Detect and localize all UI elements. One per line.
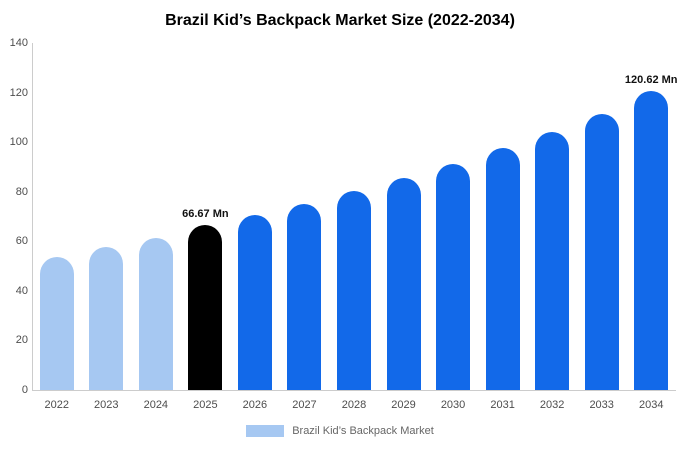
bar-2028 [337, 190, 371, 390]
bar-2023 [89, 247, 124, 390]
x-tick-label: 2024 [143, 399, 169, 411]
bar-2030 [436, 163, 471, 390]
x-tick-label: 2034 [638, 399, 664, 411]
y-tick-label: 0 [21, 384, 28, 396]
x-tick-label: 2028 [341, 399, 367, 411]
x-tick-label: 2033 [589, 399, 614, 411]
x-tick-label: 2032 [539, 399, 565, 411]
bar-2024 [138, 237, 173, 390]
legend-label: Brazil Kid’s Backpack Market [292, 425, 434, 437]
y-tick-label: 120 [9, 86, 28, 99]
bar-value-label: 120.62 Mn [624, 74, 678, 87]
y-tick-label: 80 [15, 185, 28, 198]
bar-value-label: 66.67 Mn [182, 207, 229, 220]
y-tick-label: 60 [15, 235, 28, 248]
y-axis-line [32, 43, 33, 390]
y-tick-label: 100 [9, 136, 28, 149]
x-tick-label: 2025 [193, 399, 218, 411]
chart-title: Brazil Kid’s Backpack Market Size (2022-… [165, 12, 515, 29]
bar-2031 [485, 148, 520, 390]
x-tick-label: 2029 [391, 399, 416, 411]
bar-2022 [39, 257, 74, 390]
y-tick-label: 140 [9, 37, 28, 49]
y-tick-label: 40 [15, 284, 28, 297]
x-tick-label: 2027 [292, 399, 317, 411]
x-tick-label: 2031 [490, 399, 515, 411]
x-tick-label: 2026 [242, 399, 268, 411]
x-tick-label: 2023 [94, 399, 119, 411]
legend: Brazil Kid’s Backpack Market [0, 425, 680, 437]
legend-swatch-icon [246, 425, 285, 437]
x-axis-line [32, 390, 676, 391]
bar-2026 [237, 215, 272, 390]
bar-2034 [634, 91, 669, 390]
bar-2032 [535, 131, 570, 390]
bar-2029 [386, 177, 421, 390]
x-tick-label: 2022 [44, 399, 69, 411]
bar-2027 [287, 204, 322, 390]
x-tick-label: 2030 [440, 399, 466, 411]
bar-2025 [188, 224, 223, 390]
y-tick-label: 20 [15, 334, 28, 347]
bar-2033 [584, 113, 619, 390]
